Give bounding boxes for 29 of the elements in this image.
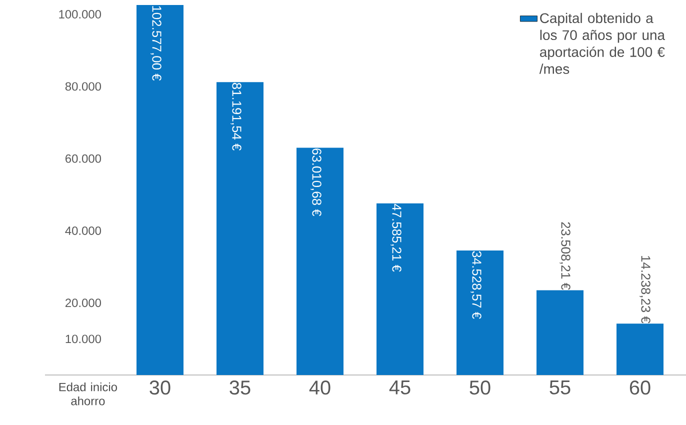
bar <box>536 290 584 375</box>
bar <box>456 250 504 375</box>
y-tick-label: 60.000 <box>66 154 102 163</box>
legend-label: Capital obtenido a los 70 años por una aportación de 100 € /mes <box>539 12 666 74</box>
data-label: 34.528,57 € <box>470 251 482 319</box>
y-tick-label: 20.000 <box>66 298 102 308</box>
data-label: 81.191,54 € <box>230 82 242 151</box>
x-tick-label: 60 <box>630 380 650 395</box>
x-tick-label: 30 <box>150 380 170 395</box>
y-tick-label: 40.000 <box>65 226 102 235</box>
bar <box>296 148 344 375</box>
data-label: 63.010,68 € <box>310 148 322 216</box>
x-tick-label: 40 <box>309 380 330 395</box>
x-tick-label: 50 <box>470 380 490 395</box>
x-tick-label: 45 <box>389 380 410 394</box>
bar <box>616 324 664 375</box>
data-label: 14.238,23 € <box>640 256 650 324</box>
x-tick-label: 35 <box>230 380 250 395</box>
bar <box>136 4 184 375</box>
bar <box>216 82 264 375</box>
data-label: 47.585,21 € <box>390 204 402 272</box>
bar <box>376 203 424 375</box>
y-tick-label: 10.000 <box>66 334 102 344</box>
y-tick-label: 80.000 <box>65 82 102 91</box>
data-label: 23.508,21 € <box>560 222 570 290</box>
y-tick-label: 100.000 <box>59 10 102 19</box>
x-axis-title: Edad inicio ahorro <box>59 382 117 406</box>
data-label: 102.577,00 € <box>150 6 162 81</box>
x-tick-label: 55 <box>550 380 570 394</box>
